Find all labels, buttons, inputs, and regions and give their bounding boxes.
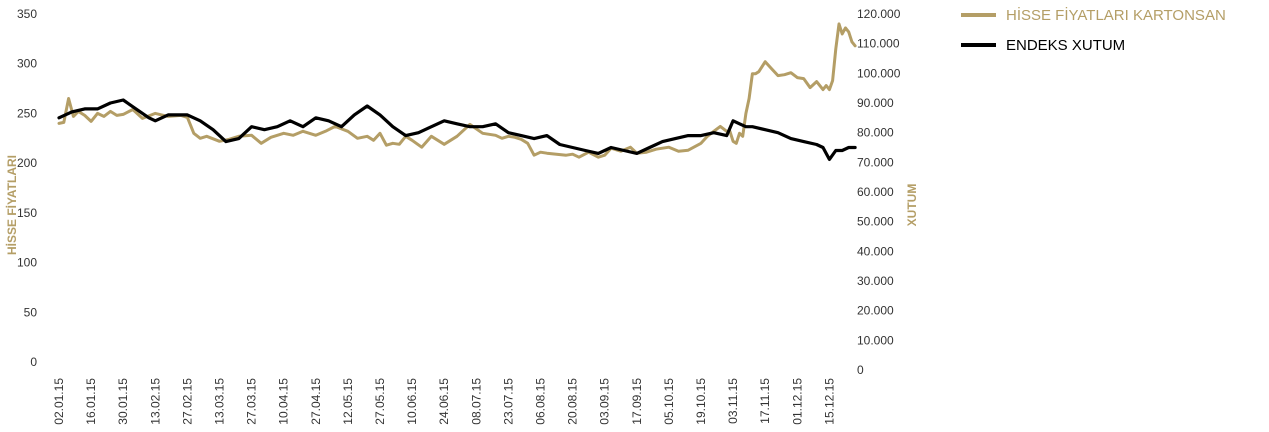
x-tick-label: 27.04.15 [309, 378, 323, 425]
x-tick-label: 01.12.15 [790, 378, 804, 425]
legend-label-xutum: ENDEKS XUTUM [1006, 37, 1125, 54]
left-tick-label: 250 [17, 106, 37, 120]
x-tick-label: 10.04.15 [277, 378, 291, 425]
x-tick-label: 19.10.15 [694, 378, 708, 425]
x-tick-label: 27.03.15 [245, 378, 259, 425]
x-tick-label: 16.01.15 [84, 378, 98, 425]
x-tick-label: 17.09.15 [630, 378, 644, 425]
x-tick-label: 06.08.15 [534, 378, 548, 425]
right-y-axis: 0 10.000 20.000 30.000 40.000 50.000 60.000 70.… [857, 7, 901, 377]
right-tick-label: 120.000 [857, 7, 901, 21]
x-tick-label: 13.03.15 [213, 378, 227, 425]
series-line-xutum [57, 98, 857, 161]
x-tick-label: 23.07.15 [501, 378, 515, 425]
x-axis: 02.01.15 16.01.15 30.01.15 13.02.15 27.02.15… [52, 378, 836, 425]
right-tick-label: 100.000 [857, 66, 901, 80]
x-tick-label: 27.05.15 [373, 378, 387, 425]
left-tick-label: 350 [17, 7, 37, 21]
x-tick-label: 05.10.15 [662, 378, 676, 425]
series-line-kartonsan [57, 22, 857, 159]
x-tick-label: 20.08.15 [566, 378, 580, 425]
x-tick-label: 24.06.15 [437, 378, 451, 425]
legend: HİSSE FİYATLARI KARTONSAN ENDEKS XUTUM [961, 6, 1226, 54]
x-tick-label: 30.01.15 [116, 378, 130, 425]
right-tick-label: 50.000 [857, 215, 894, 229]
x-tick-label: 03.09.15 [598, 378, 612, 425]
x-tick-label: 27.02.15 [180, 378, 194, 425]
left-axis-title: HİSSE FİYATLARI [4, 155, 19, 255]
left-tick-label: 0 [30, 355, 37, 369]
legend-label-kartonsan: HİSSE FİYATLARI KARTONSAN [1006, 6, 1226, 24]
right-tick-label: 90.000 [857, 96, 894, 110]
right-axis-title: XUTUM [905, 184, 919, 227]
x-tick-label: 15.12.15 [822, 378, 836, 425]
right-tick-label: 80.000 [857, 126, 894, 140]
x-tick-label: 08.07.15 [469, 378, 483, 425]
x-tick-label: 13.02.15 [148, 378, 162, 425]
plot-area [57, 22, 857, 161]
right-tick-label: 20.000 [857, 304, 894, 318]
left-tick-label: 200 [17, 156, 37, 170]
right-tick-label: 70.000 [857, 155, 894, 169]
right-tick-label: 60.000 [857, 185, 894, 199]
x-tick-label: 12.05.15 [341, 378, 355, 425]
right-tick-label: 10.000 [857, 333, 894, 347]
x-tick-label: 03.11.15 [726, 378, 740, 424]
right-tick-label: 0 [857, 363, 864, 377]
x-tick-label: 02.01.15 [52, 378, 66, 425]
left-tick-label: 150 [17, 206, 37, 220]
left-y-axis: 0 50 100 150 200 250 300 350 [17, 7, 37, 369]
right-tick-label: 30.000 [857, 274, 894, 288]
left-tick-label: 100 [17, 256, 37, 270]
right-tick-label: 40.000 [857, 244, 894, 258]
left-tick-label: 300 [17, 57, 37, 71]
x-tick-label: 17.11.15 [758, 378, 772, 424]
x-tick-label: 10.06.15 [405, 378, 419, 425]
left-tick-label: 50 [24, 305, 38, 319]
right-tick-label: 110.000 [857, 37, 900, 51]
